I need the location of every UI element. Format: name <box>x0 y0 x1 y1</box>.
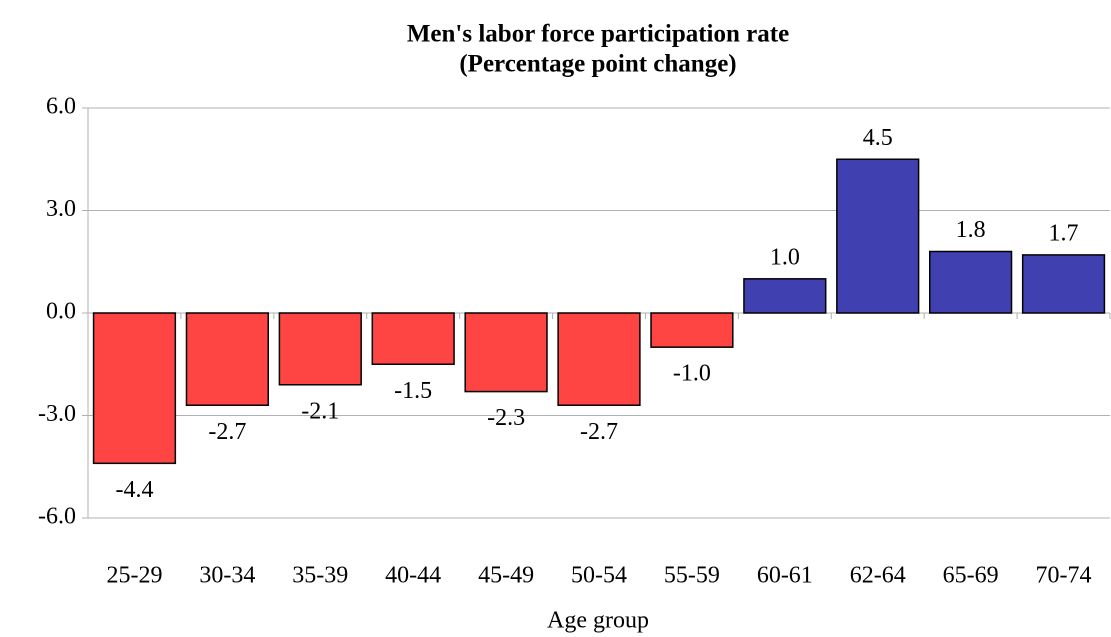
value-label: -2.1 <box>301 398 339 424</box>
value-label: -1.0 <box>673 361 711 387</box>
x-tick-label: 40-44 <box>385 563 441 589</box>
x-tick-label: 25-29 <box>106 563 162 589</box>
y-tick-label: -6.0 <box>38 504 76 530</box>
value-label: 1.0 <box>770 244 800 270</box>
x-tick-label: 35-39 <box>292 563 348 589</box>
value-label: -2.7 <box>208 419 246 445</box>
x-tick-label: 50-54 <box>571 563 627 589</box>
value-label: 1.8 <box>956 217 986 243</box>
chart-title: Men's labor force participation rate <box>407 21 789 48</box>
bar <box>1021 254 1106 314</box>
bar <box>464 312 548 393</box>
value-label: -2.3 <box>487 405 525 431</box>
bar <box>92 312 177 465</box>
value-label: 4.5 <box>863 125 893 151</box>
y-tick-label: 0.0 <box>46 299 76 325</box>
bar <box>185 312 269 406</box>
x-tick-label: 55-59 <box>664 563 720 589</box>
value-label: 1.7 <box>1049 220 1079 246</box>
bar <box>929 250 1013 314</box>
y-tick-label: 3.0 <box>46 196 76 222</box>
chart-subtitle: (Percentage point change) <box>459 51 736 78</box>
x-tick-label: 30-34 <box>199 563 255 589</box>
x-axis-label: Age group <box>547 608 649 634</box>
y-tick-label: -3.0 <box>38 401 76 427</box>
x-tick-label: 45-49 <box>478 563 534 589</box>
value-label: -4.4 <box>115 477 153 503</box>
bar <box>836 158 920 314</box>
value-label: -1.5 <box>394 378 432 404</box>
value-label: -2.7 <box>580 419 618 445</box>
y-tick-label: 6.0 <box>46 94 76 120</box>
x-tick-label: 65-69 <box>943 563 999 589</box>
bar <box>371 312 455 365</box>
x-tick-label: 62-64 <box>850 563 906 589</box>
bar <box>743 278 827 314</box>
x-tick-label: 70-74 <box>1036 563 1092 589</box>
bar <box>557 312 641 406</box>
bar <box>278 312 362 386</box>
bar <box>650 312 734 348</box>
x-tick-label: 60-61 <box>757 563 813 589</box>
